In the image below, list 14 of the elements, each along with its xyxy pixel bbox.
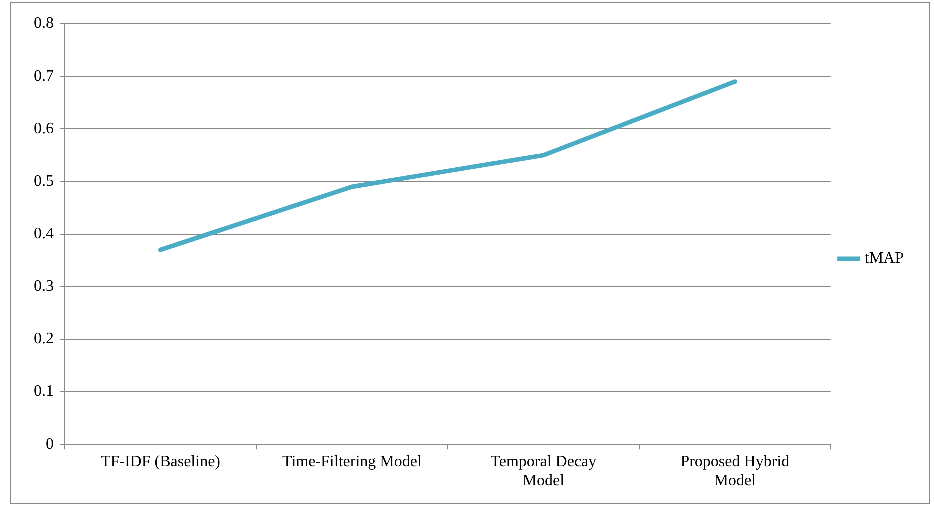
x-tick-label: Time-Filtering Model xyxy=(282,453,422,470)
x-tick-label: TF-IDF (Baseline) xyxy=(100,453,220,470)
legend-label: tMAP xyxy=(864,250,904,268)
y-tick-label: 0.4 xyxy=(34,226,54,243)
y-tick-label: 0.6 xyxy=(34,120,54,138)
y-tick-label: 0.3 xyxy=(34,278,54,296)
y-tick-label: 0.5 xyxy=(34,172,54,190)
x-tick-label: Temporal Decay Model xyxy=(490,453,597,490)
x-tick-label: Proposed Hybrid Model xyxy=(680,453,790,490)
y-tick-label: 0.2 xyxy=(34,330,54,348)
y-tick-label: 0.1 xyxy=(34,383,54,400)
y-tick-label: 0.8 xyxy=(34,15,54,32)
y-tick-label: 0.7 xyxy=(34,68,54,85)
y-tick-label: 0 xyxy=(46,436,54,453)
